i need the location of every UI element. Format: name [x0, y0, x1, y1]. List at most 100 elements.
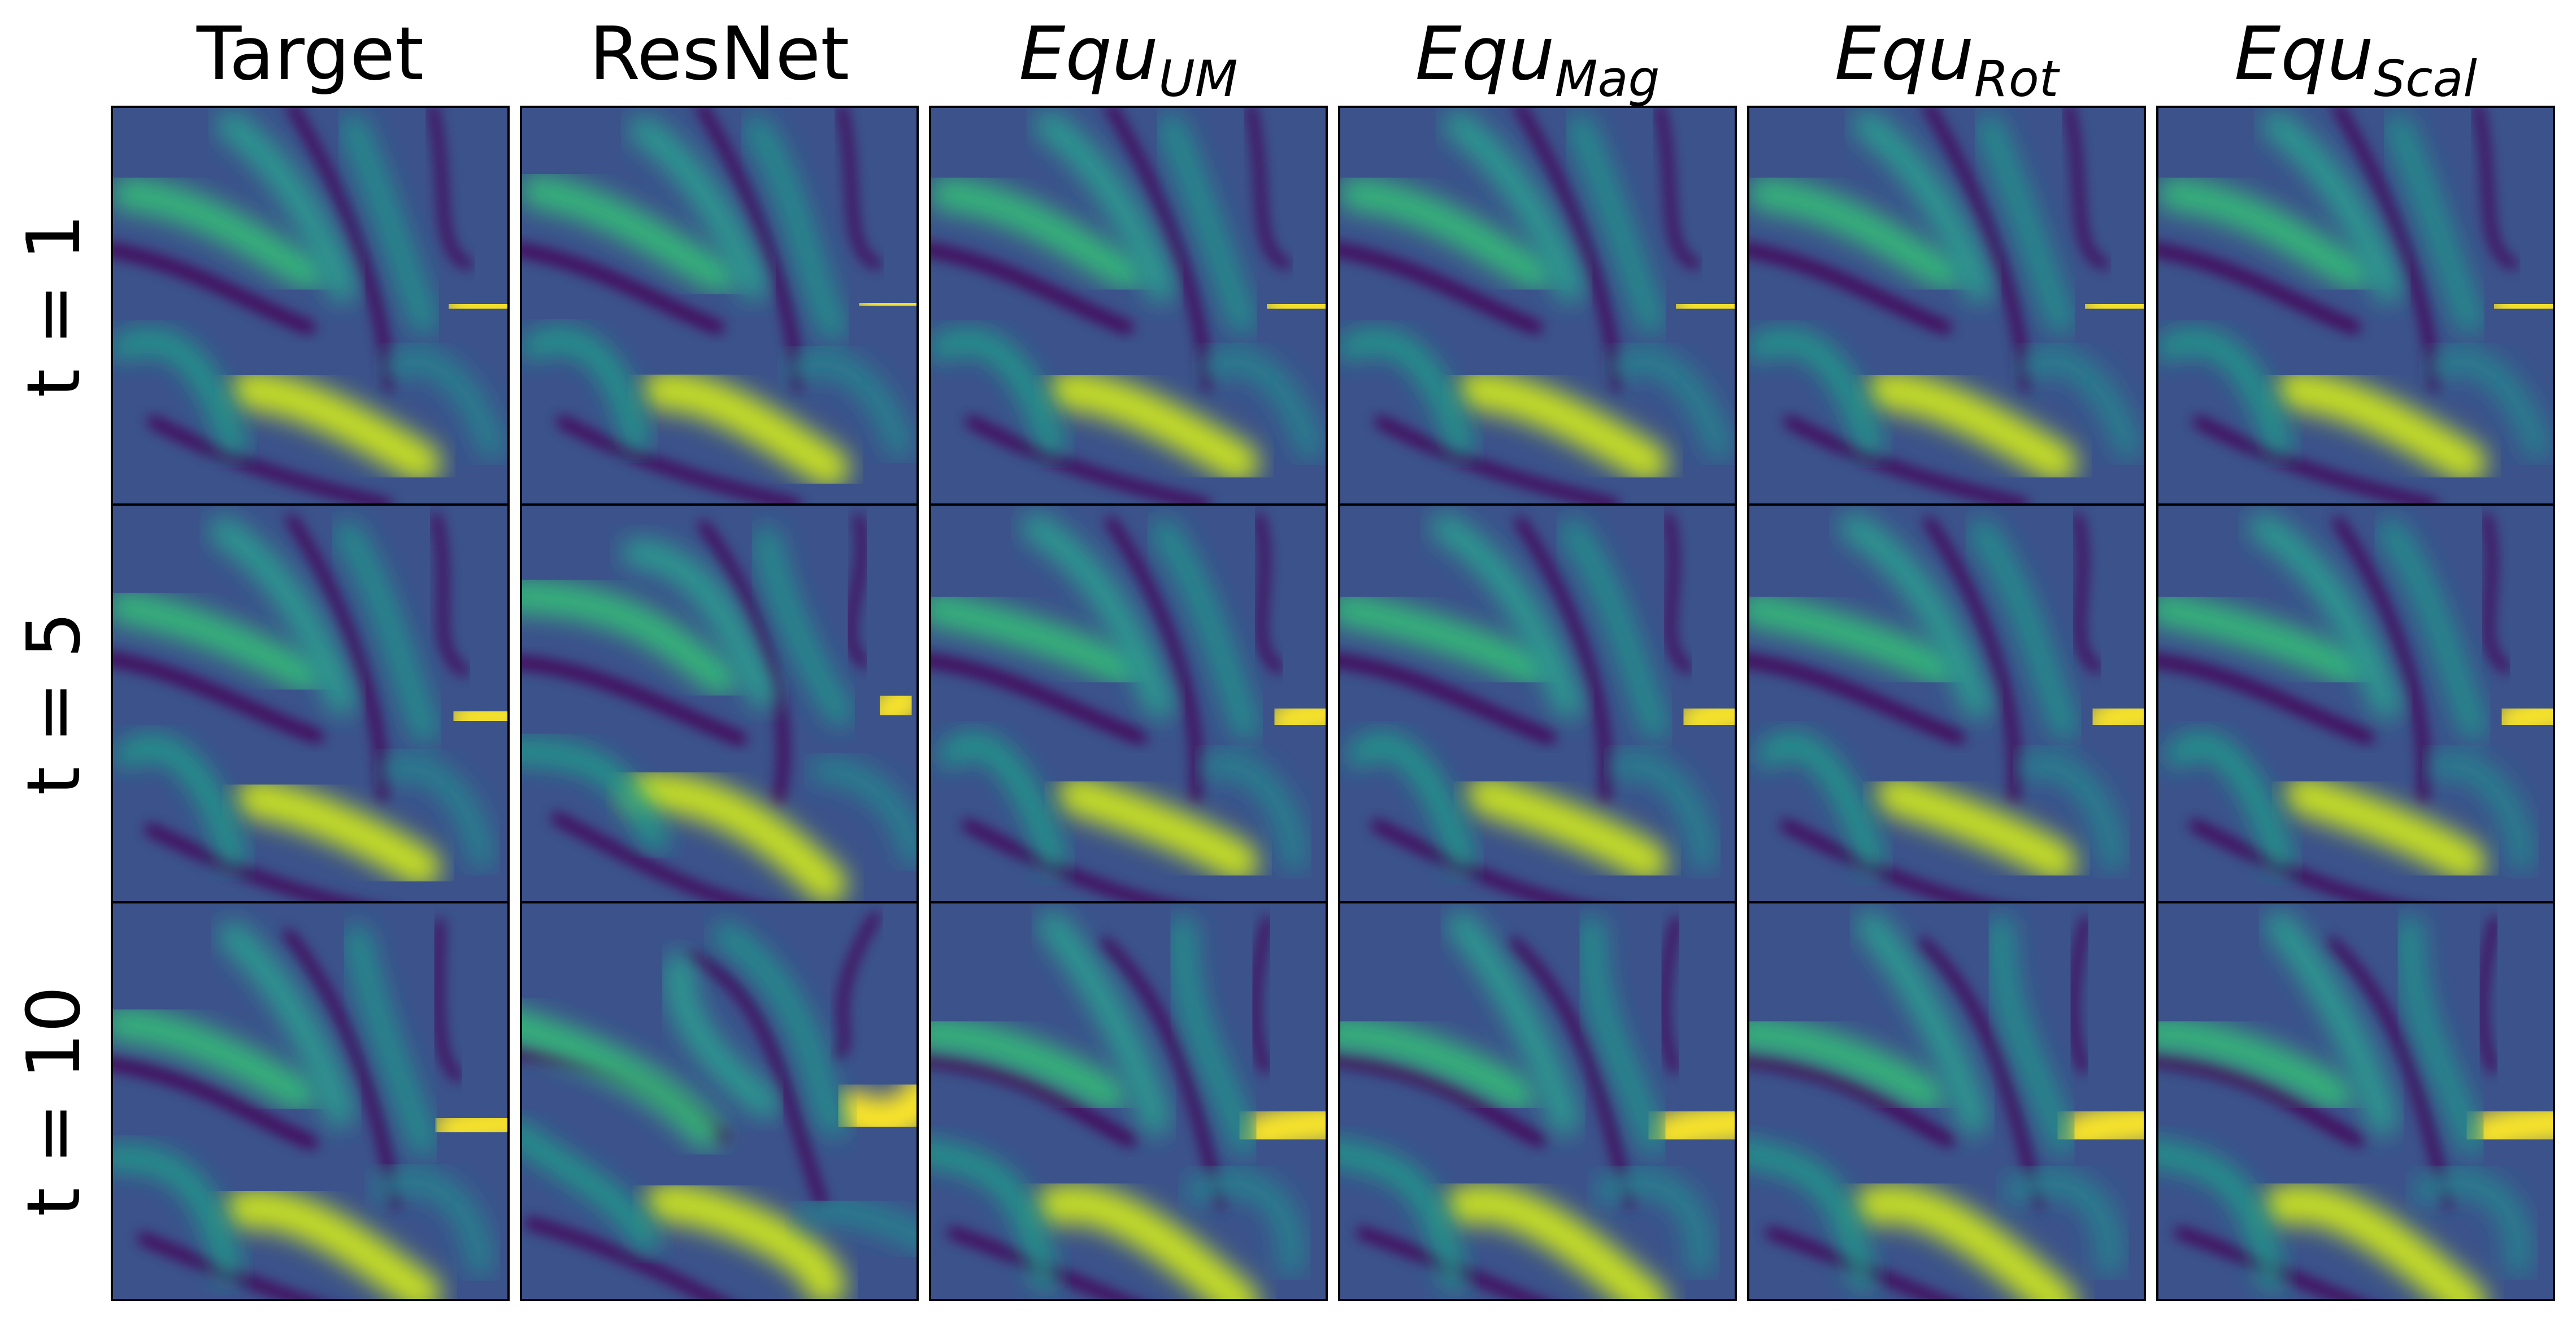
flow-panel: [2156, 901, 2555, 1301]
flow-dark: [833, 911, 880, 1060]
flow-panel: [1338, 106, 1737, 506]
flow-dark: [1250, 916, 1272, 1074]
column-title: EquMag: [1415, 11, 1660, 108]
flow-panel: [929, 106, 1328, 506]
flow-dark: [1515, 516, 1611, 803]
flow-bright: [2378, 519, 2487, 741]
flow-bright: [437, 283, 509, 331]
column-title: EquUM: [1019, 11, 1237, 108]
flow-dark: [428, 107, 473, 270]
column-title: Target: [196, 11, 424, 97]
flow-bright: [112, 1006, 318, 1111]
flow-bright: [218, 921, 354, 1128]
flow-bright: [1447, 911, 1579, 1136]
column-title-subscript: Scal: [2374, 50, 2477, 108]
flow-dark: [521, 244, 724, 334]
flow-dark: [1339, 1054, 1547, 1147]
flow-bright: [1198, 347, 1323, 460]
flow-bright: [216, 111, 357, 303]
flow-bright: [441, 691, 509, 742]
flow-field: [1748, 902, 2145, 1300]
flow-bright: [1748, 592, 1959, 687]
flow-dark: [2064, 107, 2109, 270]
flow-bright: [1579, 916, 1666, 1155]
flow-bright: [1057, 775, 1259, 882]
flow-field: [930, 107, 1327, 505]
flow-dark: [2174, 1227, 2362, 1300]
flow-dark: [687, 951, 827, 1208]
flow-bright: [1748, 177, 1964, 291]
flow-bright: [665, 952, 780, 1118]
flow-dark: [112, 244, 315, 334]
flow-field: [2157, 902, 2554, 1300]
flow-bright: [1567, 114, 1665, 334]
flow-bright: [1035, 111, 1175, 303]
flow-field: [112, 107, 509, 505]
flow-field: [521, 902, 918, 1300]
flow-bright: [848, 281, 918, 328]
flow-dark: [524, 1217, 727, 1300]
flow-bright: [1853, 1183, 2078, 1300]
flow-bright: [1593, 1169, 1714, 1277]
column-title-subscript: UM: [1158, 50, 1237, 108]
panel-grid: [111, 106, 2555, 1301]
flow-bright: [1856, 911, 1988, 1136]
flow-dark: [1514, 107, 1621, 392]
column-title: ResNet: [589, 11, 849, 97]
flow-panel: [111, 106, 510, 506]
flow-dark: [1923, 107, 2030, 392]
flow-bright: [1560, 519, 1669, 741]
flow-field: [930, 902, 1327, 1300]
flow-dark: [1106, 516, 1202, 803]
flow-dark: [1356, 1227, 1544, 1300]
flow-bright: [809, 757, 918, 867]
flow-dark: [2333, 516, 2430, 803]
flow-bright: [1466, 775, 1669, 882]
flow-dark: [287, 107, 394, 392]
flow-bright: [1339, 1141, 1466, 1290]
flow-dark: [696, 107, 803, 392]
flow-dark: [1099, 937, 1226, 1209]
flow-bright: [1756, 733, 1884, 874]
flow-panel: [520, 503, 919, 903]
column-title-main: Equ: [1415, 11, 1555, 97]
flow-bright: [521, 579, 739, 696]
flow-bright: [1339, 177, 1555, 291]
flow-bright: [2080, 689, 2145, 745]
flow-bright: [2265, 911, 2397, 1136]
flow-bright: [2002, 1169, 2123, 1277]
flow-dark: [930, 1054, 1137, 1147]
flow-bright: [2157, 1016, 2355, 1113]
flow-bright: [1022, 513, 1175, 719]
flow-bright: [1339, 1016, 1536, 1113]
flow-bright: [1347, 733, 1475, 874]
flow-bright: [1035, 1183, 1259, 1300]
panel-border: [2156, 901, 2555, 1301]
flow-bright: [1038, 911, 1170, 1136]
flow-bright: [224, 1188, 441, 1300]
flow-bright: [2157, 177, 2373, 291]
flow-dark: [556, 415, 802, 505]
flow-bright: [2426, 751, 2535, 872]
flow-field: [521, 505, 918, 902]
flow-bright: [521, 1122, 659, 1253]
flow-bright: [2464, 1100, 2554, 1158]
flow-dark: [965, 415, 1211, 505]
flow-bright: [209, 517, 357, 715]
flow-dark: [1655, 107, 1700, 270]
flow-bright: [930, 330, 1064, 458]
flow-panel: [2156, 106, 2555, 506]
flow-dark: [1917, 937, 2044, 1209]
flow-dark: [1783, 415, 2029, 505]
flow-bright: [2397, 916, 2484, 1155]
flow-panel: [929, 901, 1328, 1301]
flow-panel: [111, 503, 510, 903]
flow-field: [2157, 505, 2554, 902]
flow-bright: [784, 350, 913, 459]
flow-field: [112, 505, 509, 902]
flow-dark: [433, 919, 463, 1082]
flow-dark: [1339, 244, 1543, 334]
flow-bright: [1671, 689, 1736, 745]
flow-bright: [230, 370, 441, 483]
flow-dark: [1663, 513, 1693, 673]
